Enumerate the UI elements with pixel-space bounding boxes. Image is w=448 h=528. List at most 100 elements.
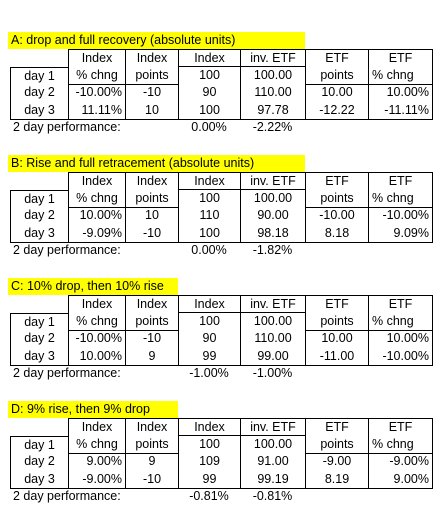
table-cell: 90: [178, 84, 241, 102]
section-title: B: Rise and full retracement (absolute u…: [8, 155, 305, 172]
row-label: day 3: [10, 347, 69, 366]
table-cell: % chng: [368, 189, 433, 208]
table-cell: 90: [178, 330, 241, 348]
header-cell: Index: [178, 49, 241, 67]
table-cell: -11.11%: [368, 101, 433, 120]
table-cell: -9.00%: [68, 470, 126, 489]
table-cell: -10: [125, 84, 179, 102]
performance-label: 2 day performance:: [13, 489, 121, 503]
table-cell: 110.00: [240, 84, 306, 102]
header-cell: Index: [125, 172, 179, 190]
table-cell: points: [125, 312, 179, 331]
header-cell: Index: [178, 172, 241, 190]
row-label: day 2: [10, 330, 69, 348]
table-cell: -10: [125, 224, 179, 243]
table-cell: 100: [178, 435, 241, 454]
performance-label: 2 day performance:: [13, 120, 121, 134]
table-cell: -10: [125, 470, 179, 489]
table-cell: 100: [178, 66, 241, 85]
section-title: C: 10% drop, then 10% rise: [8, 278, 178, 295]
table-cell: 99.00: [240, 347, 306, 366]
row-label: day 2: [10, 207, 69, 225]
section-title: A: drop and full recovery (absolute unit…: [8, 32, 305, 49]
header-cell: ETF: [368, 295, 433, 313]
table-cell: 97.78: [240, 101, 306, 120]
table-cell: points: [125, 66, 179, 85]
header-cell: inv. ETF: [240, 49, 306, 67]
row-label: day 1: [10, 66, 69, 85]
table-cell: points: [305, 435, 369, 454]
table-cell: 99: [178, 470, 241, 489]
header-cell: Index: [125, 49, 179, 67]
table-cell: % chng: [68, 312, 126, 331]
performance-index: 0.00%: [191, 243, 227, 257]
header-cell: ETF: [368, 49, 433, 67]
table-cell: 9.00%: [68, 453, 126, 471]
performance-index: -0.81%: [189, 489, 229, 503]
performance-inv-etf: -1.00%: [252, 366, 293, 380]
header-cell: inv. ETF: [240, 172, 306, 190]
table-cell: 9.09%: [368, 224, 433, 243]
table-cell: 10.00%: [368, 330, 433, 348]
row-label: day 1: [10, 435, 69, 454]
performance-index: -1.00%: [189, 366, 229, 380]
table-cell: 100.00: [240, 312, 306, 331]
header-cell: Index: [178, 295, 241, 313]
table-cell: 90.00: [240, 207, 306, 225]
table-cell: 99.19: [240, 470, 306, 489]
table-cell: 109: [178, 453, 241, 471]
header-cell: ETF: [305, 172, 369, 190]
table-cell: 100.00: [240, 66, 306, 85]
table-cell: 110.00: [240, 330, 306, 348]
table-cell: 11.11%: [68, 101, 126, 120]
row-label: day 3: [10, 224, 69, 243]
header-cell: ETF: [305, 295, 369, 313]
table-cell: -10.00%: [68, 84, 126, 102]
table-cell: -9.00%: [368, 453, 433, 471]
table-cell: 10.00%: [368, 84, 433, 102]
header-cell: ETF: [305, 418, 369, 436]
header-cell: ETF: [368, 172, 433, 190]
table-cell: % chng: [368, 312, 433, 331]
table-cell: -10.00%: [68, 330, 126, 348]
table-cell: 9: [125, 453, 179, 471]
table-cell: 10.00%: [68, 347, 126, 366]
table-cell: 9.00%: [368, 470, 433, 489]
table-cell: 98.18: [240, 224, 306, 243]
table-cell: -12.22: [305, 101, 369, 120]
table-cell: 100.00: [240, 189, 306, 208]
header-cell: inv. ETF: [240, 418, 306, 436]
table-cell: 110: [178, 207, 241, 225]
table-cell: 10: [125, 101, 179, 120]
table-cell: points: [305, 312, 369, 331]
table-cell: 100: [178, 101, 241, 120]
header-cell: Index: [68, 172, 126, 190]
table-cell: points: [305, 66, 369, 85]
table-cell: 10: [125, 207, 179, 225]
table-cell: 100: [178, 224, 241, 243]
table-cell: 8.19: [305, 470, 369, 489]
row-label: day 3: [10, 101, 69, 120]
table-cell: -11.00: [305, 347, 369, 366]
performance-inv-etf: -0.81%: [252, 489, 293, 503]
header-cell: Index: [68, 418, 126, 436]
performance-inv-etf: -1.82%: [252, 243, 293, 257]
header-cell: ETF: [368, 418, 433, 436]
table-cell: 99: [178, 347, 241, 366]
table-cell: 9: [125, 347, 179, 366]
header-cell: Index: [125, 295, 179, 313]
table-cell: 100: [178, 189, 241, 208]
header-cell: ETF: [305, 49, 369, 67]
table-cell: 10.00: [305, 330, 369, 348]
table-cell: -9.09%: [68, 224, 126, 243]
table-cell: 10.00: [305, 84, 369, 102]
table-cell: -10.00%: [368, 207, 433, 225]
table-cell: 100.00: [240, 435, 306, 454]
table-cell: % chng: [368, 435, 433, 454]
table-cell: -10.00%: [368, 347, 433, 366]
table-cell: 91.00: [240, 453, 306, 471]
table-cell: % chng: [68, 189, 126, 208]
performance-index: 0.00%: [191, 120, 227, 134]
performance-label: 2 day performance:: [13, 366, 121, 380]
